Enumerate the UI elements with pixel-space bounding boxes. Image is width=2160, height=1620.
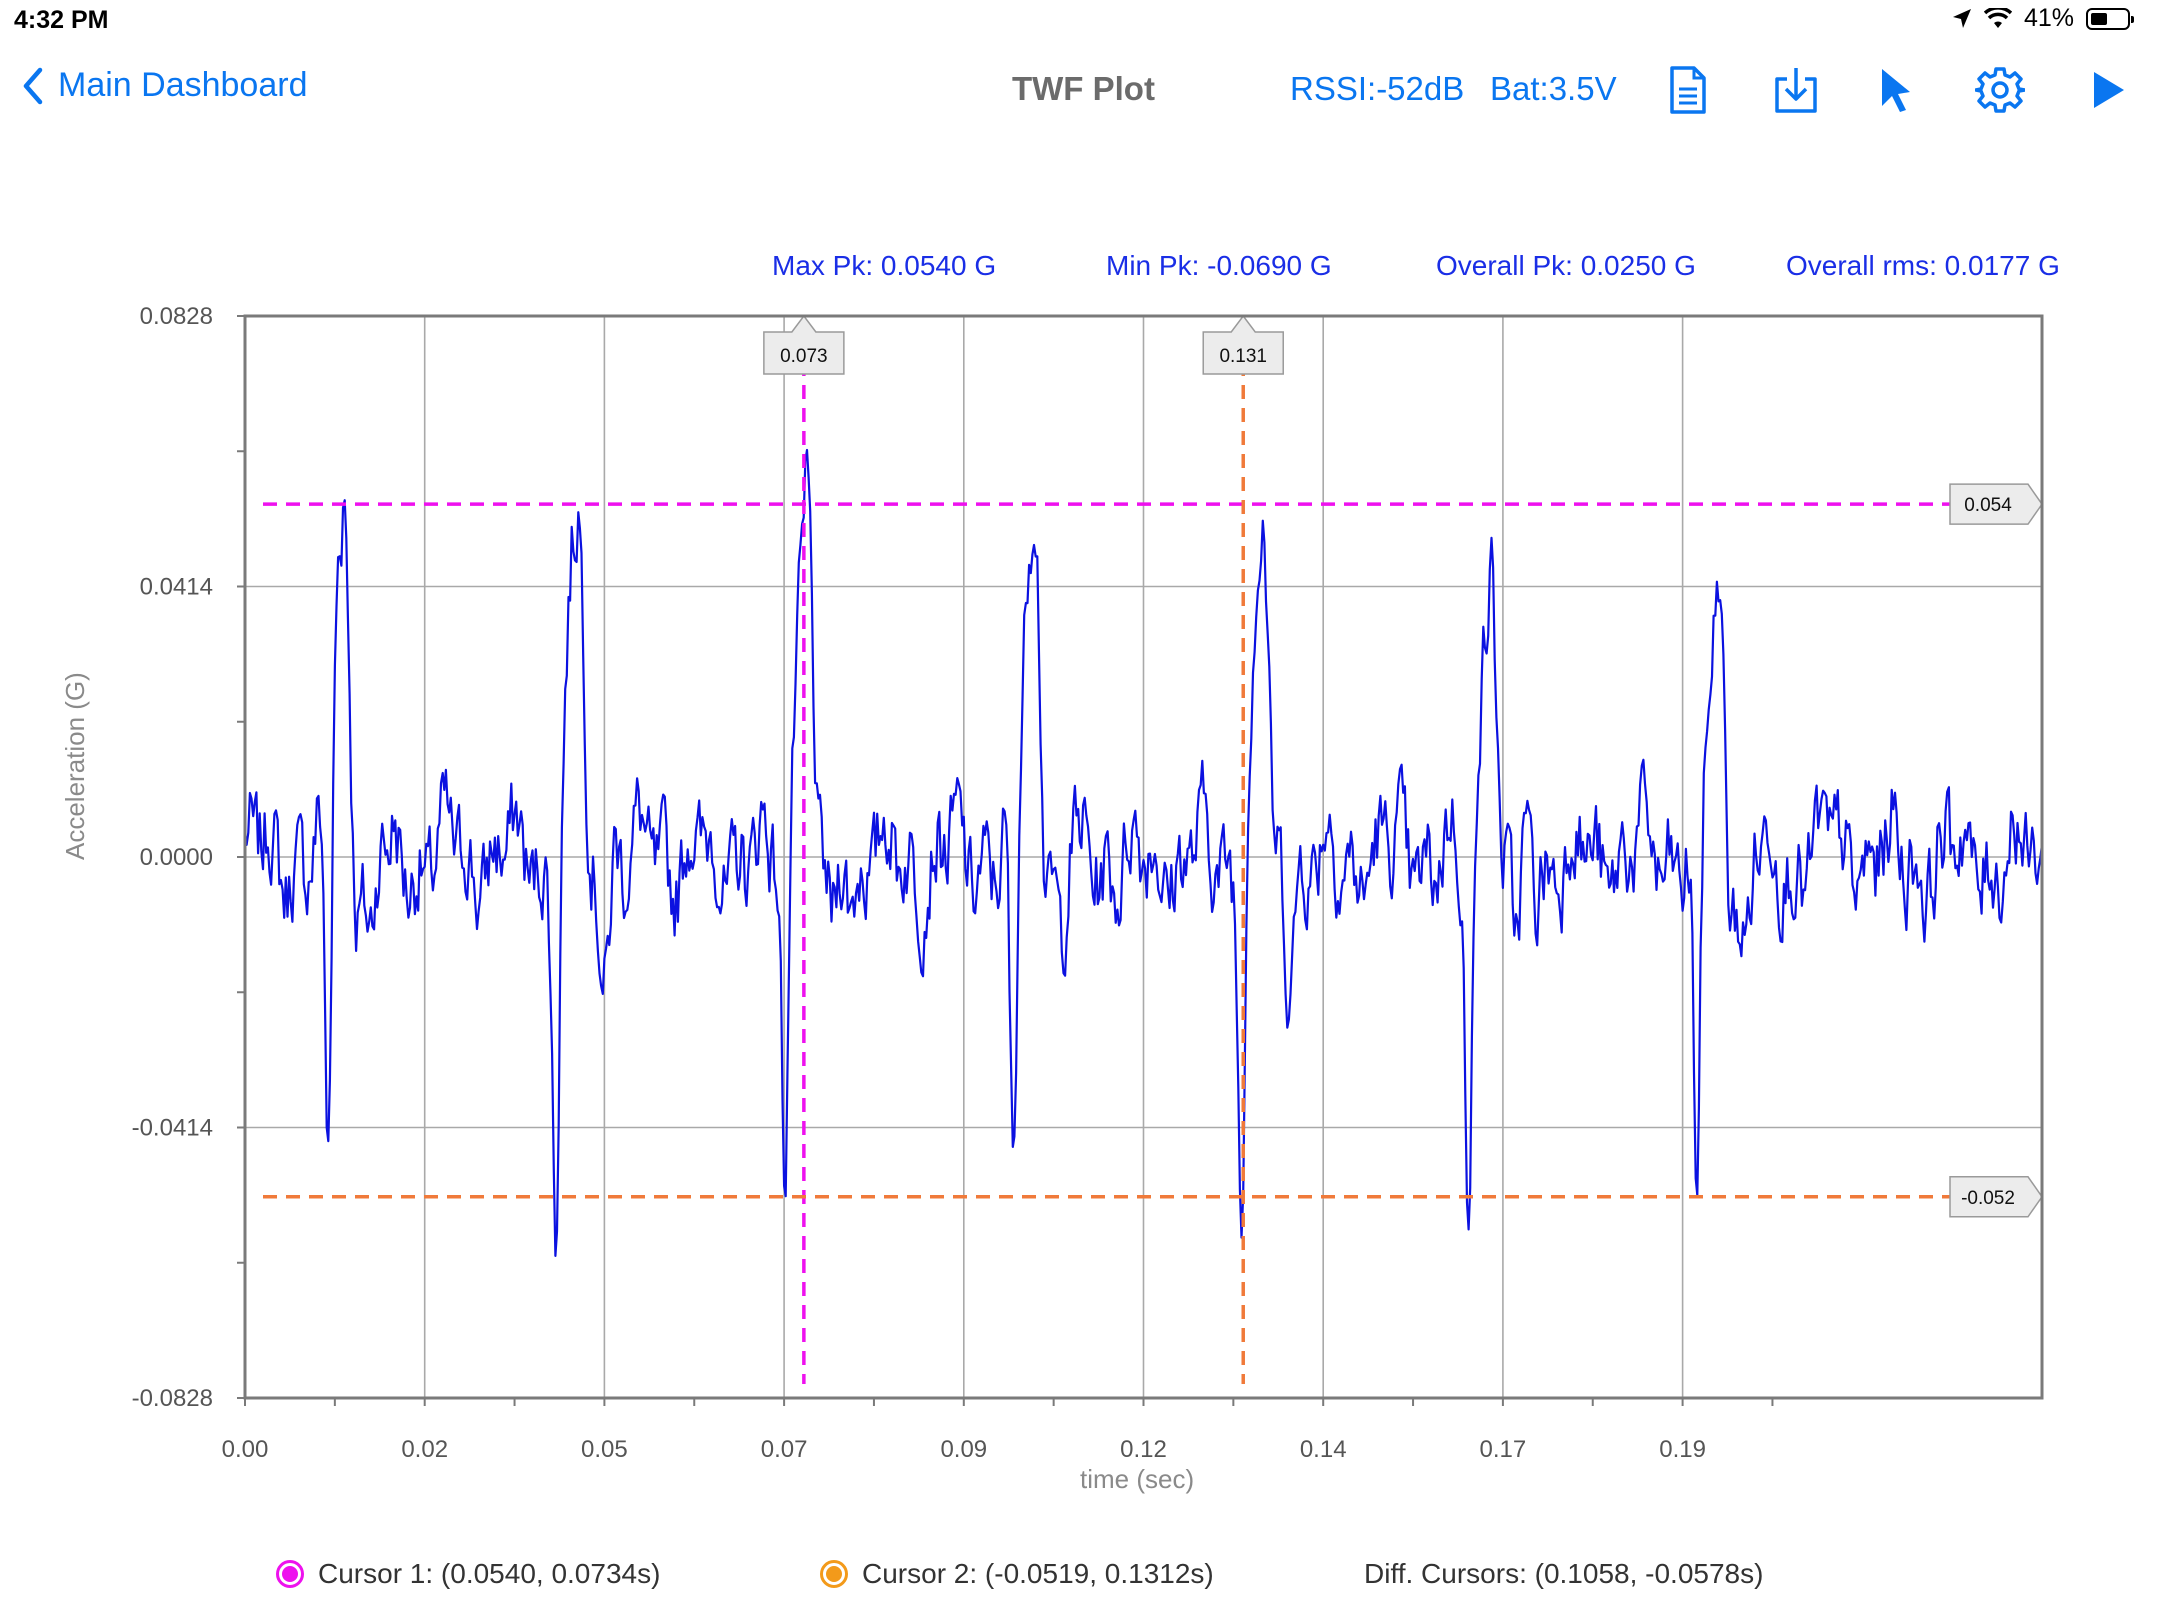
cursor2-x-tag[interactable] — [1202, 314, 1284, 375]
status-bar: 4:32 PM 41% — [0, 0, 2160, 40]
download-icon — [1775, 68, 1817, 113]
y-tick-label: 0.0828 — [140, 303, 213, 330]
status-indicators: 41% — [1952, 4, 2134, 33]
cursor1-x-tag[interactable] — [763, 314, 845, 375]
x-tick-label: 0.05 — [581, 1436, 628, 1463]
y-tick-label: -0.0414 — [132, 1115, 213, 1142]
document-icon — [1670, 66, 1706, 114]
cursor1-marker-icon — [276, 1560, 304, 1588]
cursor2-x-tag-label: 0.131 — [1219, 346, 1267, 367]
min-peak-stat: Min Pk: -0.0690 G — [1106, 250, 1332, 281]
y-tick-label: -0.0828 — [132, 1385, 213, 1412]
battery-voltage-readout: Bat:3.5V — [1490, 70, 1617, 107]
x-tick-label: 0.07 — [761, 1436, 808, 1463]
cursor1-y-tag-label: 0.054 — [1964, 495, 2012, 516]
cursor2-readout: Cursor 2: (-0.0519, 0.1312s) — [862, 1558, 1214, 1589]
diff-cursors-legend: Diff. Cursors: (0.1058, -0.0578s) — [1364, 1558, 1763, 1590]
back-button-label: Main Dashboard — [58, 66, 308, 104]
gear-icon — [1975, 67, 2025, 113]
max-peak-stat: Max Pk: 0.0540 G — [772, 250, 997, 281]
x-tick-label: 0.00 — [222, 1436, 269, 1463]
back-button[interactable]: Main Dashboard — [22, 66, 307, 105]
y-tick-label: 0.0000 — [140, 844, 213, 871]
play-icon — [2094, 72, 2124, 108]
cursor1-y-tag[interactable] — [1949, 483, 2043, 525]
chevron-left-icon — [23, 67, 43, 104]
x-tick-label: 0.09 — [940, 1436, 987, 1463]
cursor1-x-tag-label: 0.073 — [780, 346, 828, 367]
page-title: TWF Plot — [1012, 70, 1155, 107]
cursor1-readout: Cursor 1: (0.0540, 0.0734s) — [318, 1558, 661, 1589]
cursor2-legend: Cursor 2: (-0.0519, 0.1312s) — [820, 1558, 1214, 1590]
status-time: 4:32 PM — [14, 6, 109, 34]
cursor2-y-tag-label: -0.052 — [1961, 1188, 2015, 1209]
x-tick-label: 0.12 — [1120, 1436, 1167, 1463]
report-button[interactable] — [1660, 62, 1716, 118]
download-button[interactable] — [1768, 62, 1824, 118]
rssi-readout: RSSI:-52dB — [1290, 70, 1465, 107]
wifi-icon — [1983, 7, 2012, 28]
y-tick-label: 0.0414 — [140, 574, 213, 601]
battery-icon — [2086, 7, 2134, 30]
waveform-series-line — [243, 448, 2044, 1257]
x-tick-label: 0.02 — [401, 1436, 448, 1463]
cursor2-y-tag[interactable] — [1949, 1176, 2043, 1218]
cursor-mode-button[interactable] — [1868, 62, 1924, 118]
x-tick-label: 0.19 — [1659, 1436, 1706, 1463]
cursor-layer[interactable]: 0.073 0.054 0.131 -0.052 — [263, 314, 2043, 1384]
battery-percent: 41% — [2023, 4, 2074, 32]
axis-ticks: 0.00 0.02 0.05 0.07 0.09 0.12 0.14 0.17 0.19 0.08… — [132, 303, 1774, 1463]
grid — [245, 316, 2042, 1398]
y-axis-title: Acceleration (G) — [60, 672, 90, 860]
x-axis-title: time (sec) — [1080, 1464, 1195, 1494]
cursor1-legend: Cursor 1: (0.0540, 0.0734s) — [276, 1558, 660, 1590]
diff-cursors-readout: Diff. Cursors: (0.1058, -0.0578s) — [1364, 1558, 1764, 1589]
location-icon — [1952, 8, 1971, 28]
pointer-icon — [1882, 69, 1910, 112]
x-tick-label: 0.17 — [1480, 1436, 1527, 1463]
x-tick-label: 0.14 — [1300, 1436, 1347, 1463]
plot-frame — [243, 314, 2044, 1400]
play-button[interactable] — [2080, 62, 2136, 118]
cursor2-marker-icon — [820, 1560, 848, 1588]
overall-rms-stat: Overall rms: 0.0177 G — [1786, 250, 2060, 281]
navigation-bar: Main Dashboard TWF Plot RSSI:-52dB Bat:3… — [0, 50, 2160, 130]
signal-layer — [243, 448, 2044, 1257]
settings-button[interactable] — [1972, 62, 2028, 118]
overall-peak-stat: Overall Pk: 0.0250 G — [1436, 250, 1696, 281]
